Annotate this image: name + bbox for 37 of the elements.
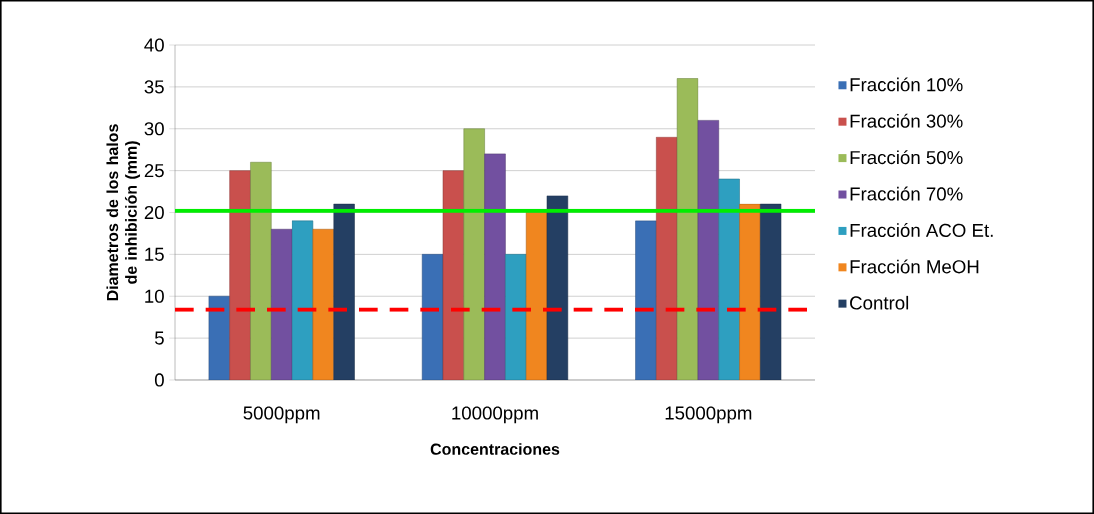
legend-label: Fracción 70% bbox=[850, 186, 963, 201]
y-tick-label: 10 bbox=[145, 289, 164, 303]
bar bbox=[463, 128, 485, 380]
bar bbox=[484, 153, 506, 380]
y-tick-label: 35 bbox=[144, 80, 164, 94]
bar bbox=[333, 203, 355, 380]
bar bbox=[229, 170, 251, 380]
legend-label: Control bbox=[850, 295, 909, 310]
legend-label: Fracción 30% bbox=[850, 113, 963, 128]
bar bbox=[291, 220, 314, 380]
x-axis-title: Concentraciones bbox=[430, 443, 560, 455]
legend-label: Fracción MeOH bbox=[850, 259, 979, 274]
legend-label: Fracción 10% bbox=[850, 77, 963, 92]
bar bbox=[505, 254, 527, 380]
x-tick-label: 5000ppm bbox=[243, 406, 320, 424]
x-tick-label: 10000ppm bbox=[452, 406, 538, 424]
bar bbox=[271, 228, 293, 380]
legend-label: Fracción 50% bbox=[850, 150, 963, 165]
x-tick-label: 15000ppm bbox=[665, 406, 752, 424]
y-axis-title: Diametros de los halos de inhibición (mm) bbox=[106, 124, 141, 301]
bar bbox=[312, 228, 334, 380]
y-tick-label: 5 bbox=[154, 331, 164, 345]
bar bbox=[697, 120, 720, 380]
y-tick-label: 20 bbox=[144, 205, 164, 220]
bar bbox=[635, 220, 657, 380]
legend-label: Fracción ACO Et. bbox=[850, 223, 993, 237]
bar bbox=[739, 203, 761, 380]
y-tick-label: 0 bbox=[154, 373, 164, 387]
bar bbox=[760, 203, 782, 380]
y-tick-label: 40 bbox=[144, 38, 164, 52]
y-tick-label: 15 bbox=[145, 247, 164, 261]
bar bbox=[718, 178, 740, 380]
bar bbox=[546, 195, 569, 380]
bar bbox=[525, 212, 548, 380]
bar bbox=[250, 161, 272, 380]
y-tick-label: 30 bbox=[144, 122, 164, 136]
y-tick-label: 25 bbox=[144, 164, 164, 178]
